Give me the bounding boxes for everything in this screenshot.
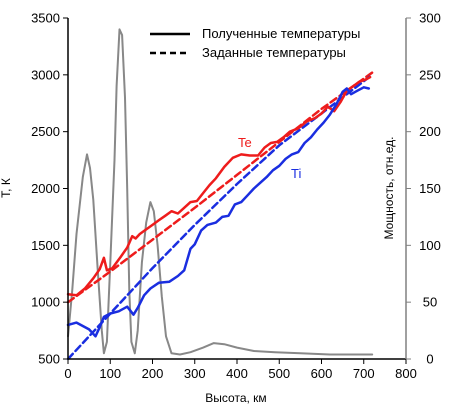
y-left-tick-label: 1500 xyxy=(31,238,60,253)
y-left-tick-label: 3000 xyxy=(31,67,60,82)
legend-dashed-label: Заданные температуры xyxy=(202,45,346,60)
legend: Полученные температуры Заданные температ… xyxy=(150,26,360,60)
x-tick-label: 700 xyxy=(353,366,375,381)
y-left-tick-label: 500 xyxy=(38,352,60,367)
x-tick-label: 100 xyxy=(99,366,121,381)
y-right-tick-label: 100 xyxy=(419,238,441,253)
ti-series-label: Ti xyxy=(291,166,301,181)
legend-solid-label: Полученные температуры xyxy=(202,26,360,41)
x-tick-label: 400 xyxy=(226,366,248,381)
y-right-tick-label: 250 xyxy=(419,67,441,82)
series-line-te xyxy=(66,75,372,297)
y-left-tick-label: 3500 xyxy=(31,11,60,26)
y-right-tick-label: 200 xyxy=(419,124,441,139)
y-right-tick-label: 150 xyxy=(419,181,441,196)
y-left-tick-label: 2000 xyxy=(31,181,60,196)
x-tick-label: 500 xyxy=(268,366,290,381)
x-tick-label: 300 xyxy=(184,366,206,381)
y-axis-left-title: Т, К xyxy=(0,178,13,198)
y-left-tick-label: 1000 xyxy=(31,295,60,310)
y-right-tick-label: 0 xyxy=(426,352,433,367)
axes-layer: 0 100 200 300 400 500 600 700 800500100015002000… xyxy=(31,11,441,382)
x-tick-label: 800 xyxy=(395,366,417,381)
x-axis-title: Высота, км xyxy=(205,391,266,405)
x-tick-label: 200 xyxy=(142,366,164,381)
te-series-label: Te xyxy=(238,135,252,150)
y-axis-right-title: Мощность, отн.ед. xyxy=(382,136,396,239)
x-tick-label: 0 xyxy=(64,366,71,381)
x-tick-label: 600 xyxy=(311,366,333,381)
series-line-te-assigned xyxy=(66,71,374,304)
y-right-tick-label: 300 xyxy=(419,11,441,26)
series-layer xyxy=(66,28,374,361)
y-right-tick-label: 50 xyxy=(423,295,437,310)
series-line-ti xyxy=(66,86,371,338)
y-left-tick-label: 2500 xyxy=(31,124,60,139)
series-line-power xyxy=(67,28,374,356)
